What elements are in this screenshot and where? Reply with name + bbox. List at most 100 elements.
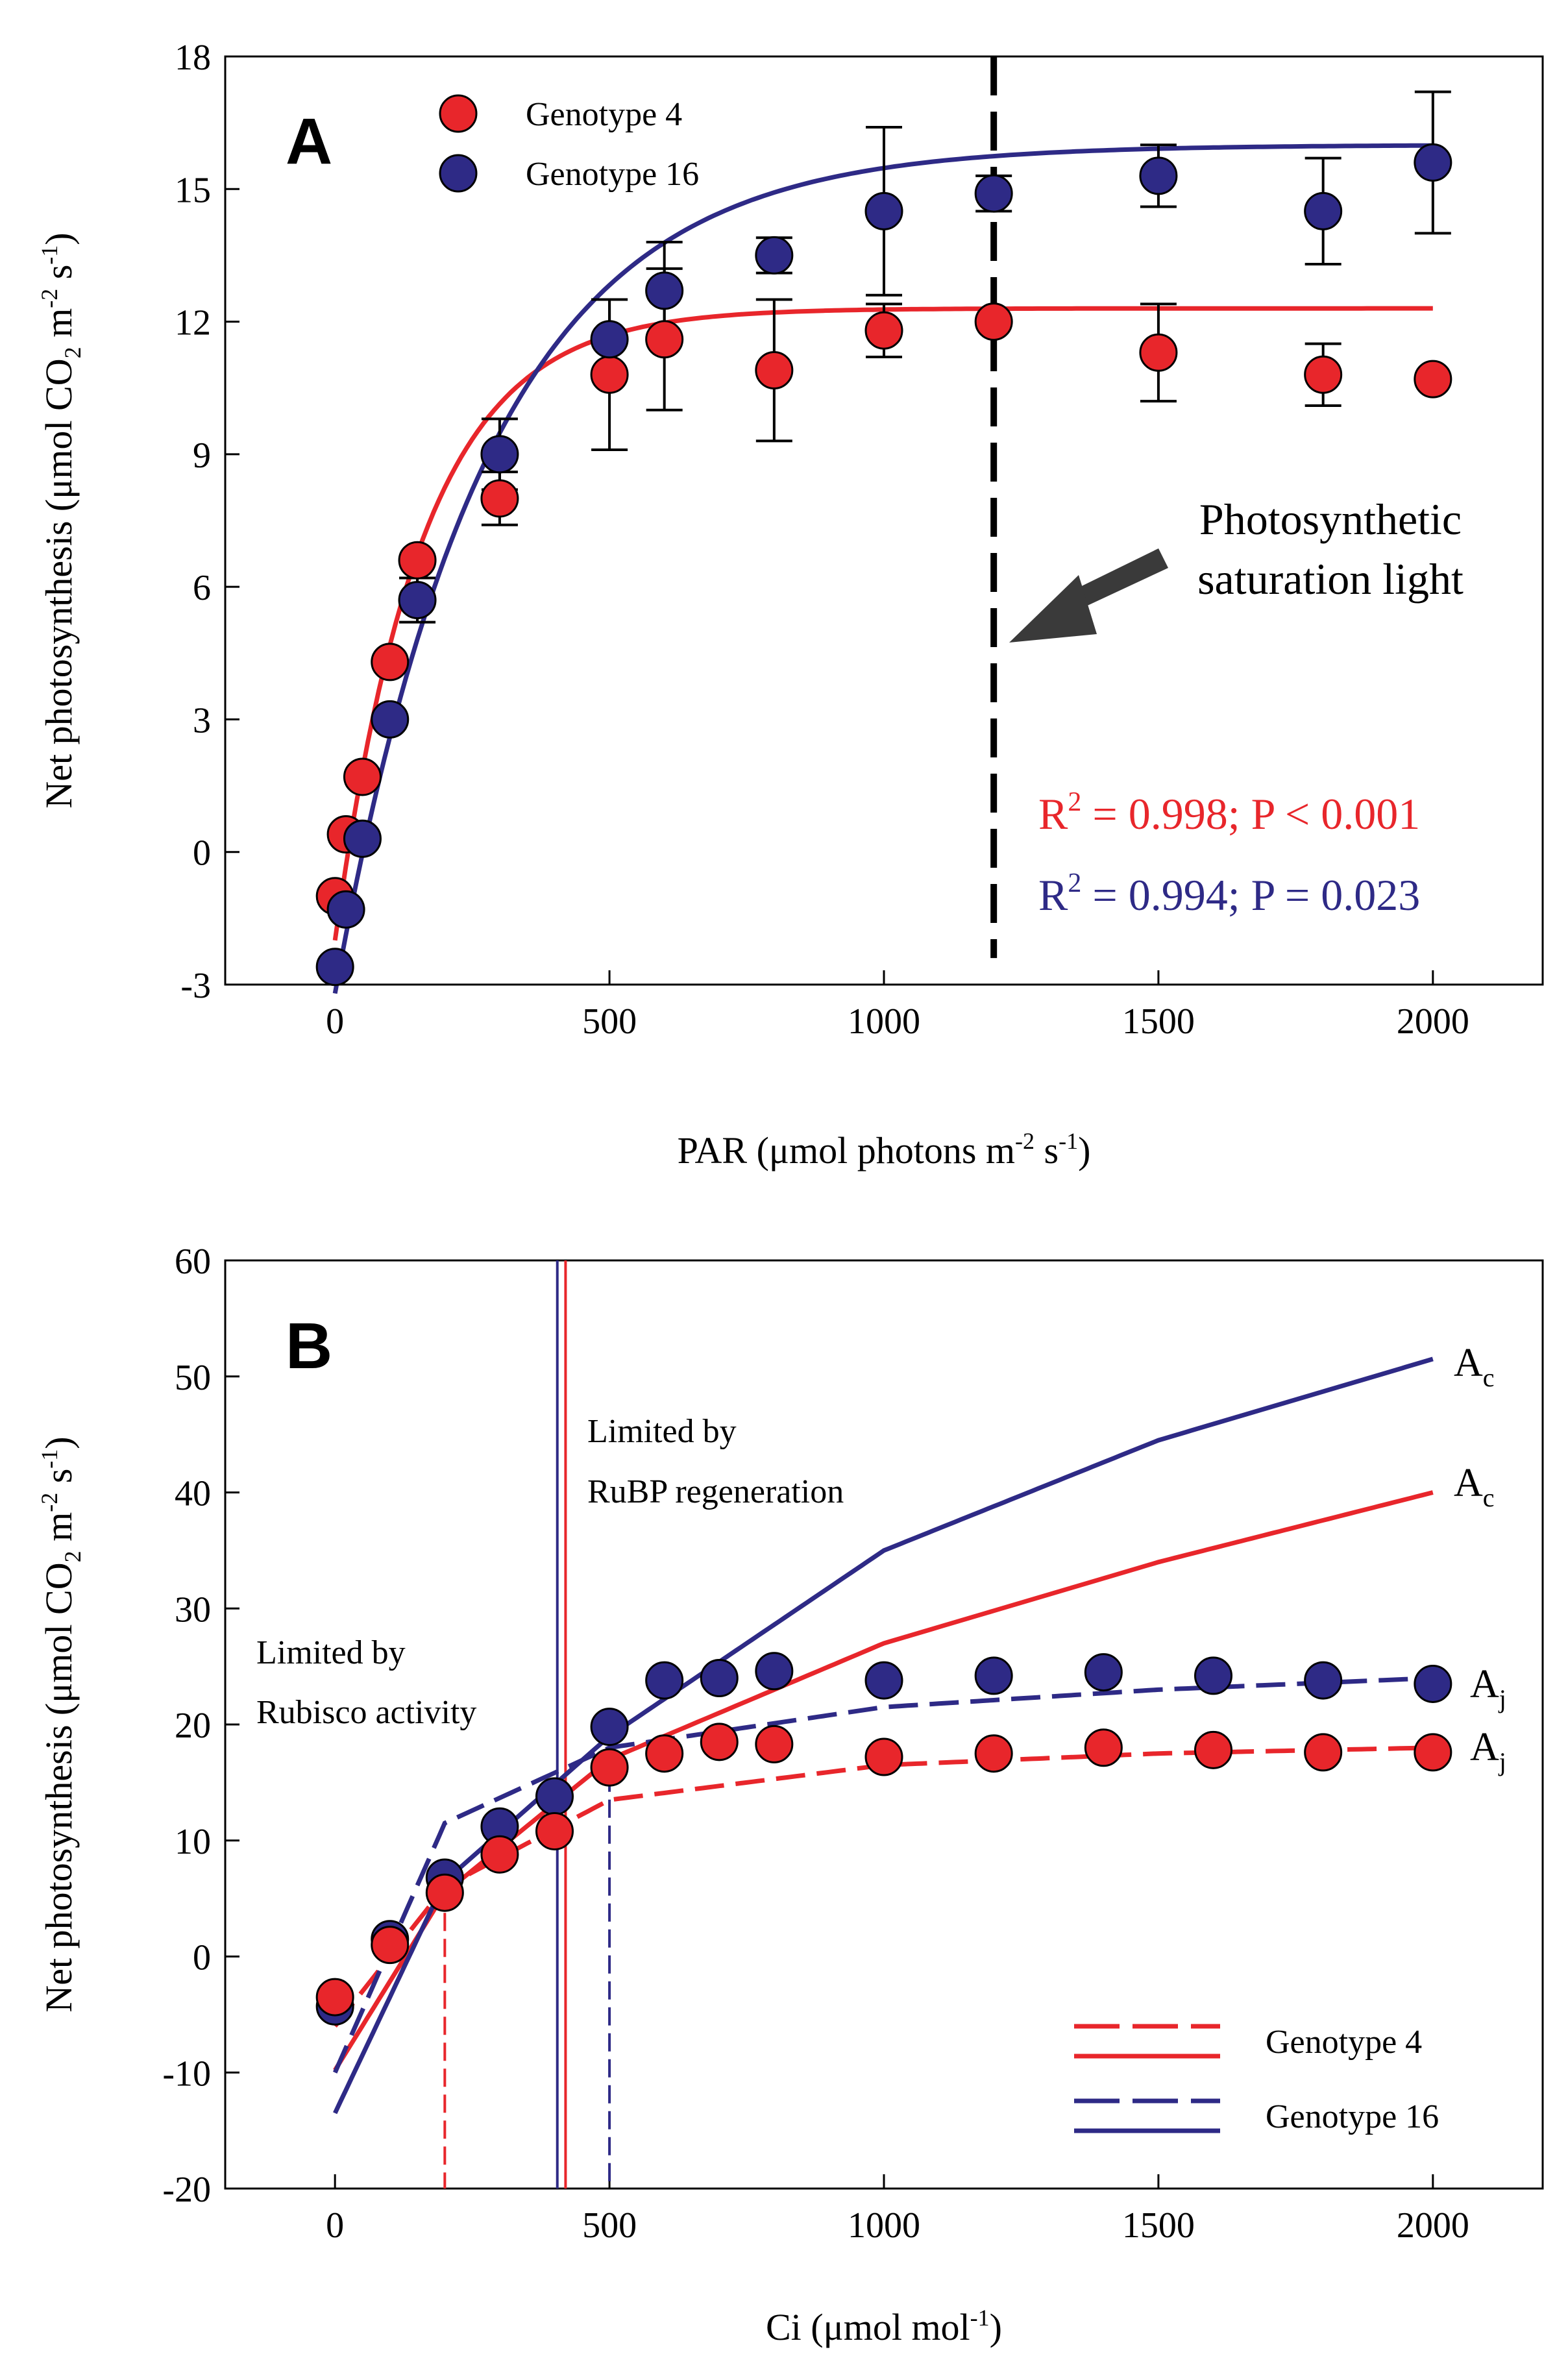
stats-genotype-4-pre: R — [1038, 789, 1068, 839]
point-genotype-16 — [864, 191, 903, 230]
point-genotype-4 — [974, 302, 1013, 341]
panel-b-ylabel-mid: m — [38, 1512, 80, 1551]
panel-b-ylabel-main: Net photosynthesis (μmol CO — [38, 1562, 80, 2012]
panel-a-x-axis-title: PAR (μmol photons m-2 s-1) — [678, 1128, 1091, 1172]
panel-a-x-axis: 0 500 1000 1500 2000 — [326, 970, 1469, 1042]
point-genotype-4 — [755, 350, 794, 389]
stats-genotype-4-post: = 0.998; P < 0.001 — [1081, 789, 1420, 839]
panel-a-xlabel-sup2: -1 — [1059, 1128, 1078, 1154]
panel-a-xlabel-end: ) — [1078, 1129, 1090, 1172]
point-genotype-16 — [755, 236, 794, 275]
point-genotype-4 — [1304, 1733, 1343, 1772]
fit-curve-genotype-4 — [332, 306, 1433, 941]
point-genotype-16 — [590, 320, 629, 359]
panel-a-y-axis: -3 0 3 6 9 12 15 18 — [175, 38, 239, 1006]
panel-a-x-tick-label: 0 — [326, 1001, 344, 1042]
point-genotype-4 — [535, 1811, 574, 1850]
panel-a-points — [315, 143, 1452, 987]
panel-b-ylabel-mid2: s — [38, 1469, 80, 1493]
panel-a-y-tick-label: 3 — [193, 700, 211, 741]
panel-b-y-tick-label: -10 — [162, 2054, 211, 2094]
panel-a-y-tick-label: 9 — [193, 436, 211, 476]
point-genotype-4 — [590, 355, 629, 394]
curve-label-aj-genotype-4: Aj — [1470, 1725, 1506, 1776]
panel-b: -20 -10 0 10 20 30 40 50 60 0 500 1000 1500 2000 B L… — [36, 1242, 1544, 2348]
point-genotype-16 — [1084, 1653, 1123, 1692]
point-genotype-4 — [864, 1737, 903, 1776]
point-genotype-4 — [974, 1734, 1013, 1773]
panel-a-y-tick-label: 18 — [175, 38, 211, 78]
point-genotype-16 — [1304, 191, 1343, 230]
point-genotype-16 — [590, 1708, 629, 1747]
point-genotype-4 — [1139, 333, 1178, 372]
curve-label-ac-g16-sub: c — [1483, 1363, 1495, 1392]
point-genotype-4 — [1414, 360, 1452, 399]
panel-a-ylabel-sub: 2 — [60, 347, 86, 358]
panel-b-limit-lines — [443, 1260, 611, 2189]
region-left-line-2: Rubisco activity — [256, 1694, 476, 1731]
curve-label-ac-genotype-4: Ac — [1454, 1461, 1495, 1512]
point-genotype-4 — [700, 1723, 739, 1761]
panel-b-y-axis-title: Net photosynthesis (μmol CO2 m-2 s-1) — [36, 1436, 86, 2012]
panel-a-ylabel-end: ) — [38, 232, 80, 245]
stats-genotype-16: R2 = 0.994; P = 0.023 — [1038, 868, 1420, 920]
panel-b-x-tick-label: 0 — [326, 2205, 344, 2246]
panel-b-x-tick-label: 1500 — [1122, 2205, 1195, 2246]
panel-a-x-tick-label: 1000 — [848, 1001, 920, 1042]
point-genotype-16 — [1414, 143, 1452, 182]
region-right-line-1: Limited by — [587, 1413, 737, 1450]
stats-genotype-16-pre: R — [1038, 870, 1068, 920]
panel-a-ylabel-main: Net photosynthesis (μmol CO — [38, 358, 80, 808]
panel-b-y-tick-label: 60 — [175, 1242, 211, 1282]
panel-b-y-tick-label: 0 — [193, 1938, 211, 1978]
panel-b-xlabel-sup: -1 — [970, 2305, 990, 2331]
legend-b-label-genotype-16: Genotype 16 — [1266, 2098, 1439, 2135]
point-genotype-4 — [371, 643, 410, 681]
panel-a-xlabel-sup: -2 — [1015, 1128, 1035, 1154]
point-genotype-16 — [1194, 1656, 1232, 1695]
aj-curve-genotype-16 — [332, 1676, 1433, 2074]
panel-b-xlabel-main: Ci (μmol mol — [766, 2306, 970, 2348]
point-genotype-4 — [343, 757, 382, 796]
point-genotype-4 — [755, 1724, 794, 1763]
point-genotype-4 — [645, 320, 684, 359]
panel-b-y-tick-label: 40 — [175, 1474, 211, 1514]
panel-a-y-tick-label: 0 — [193, 833, 211, 874]
point-genotype-16 — [326, 890, 365, 929]
curve-label-aj-genotype-16: Aj — [1470, 1662, 1506, 1713]
panel-a-ylabel-sup: -2 — [36, 289, 62, 308]
point-genotype-16 — [864, 1661, 903, 1700]
panel-a-x-tick-label: 500 — [582, 1001, 637, 1042]
point-genotype-16 — [535, 1777, 574, 1816]
panel-b-x-tick-label: 2000 — [1397, 2205, 1469, 2246]
curve-label-ac-genotype-16: Ac — [1454, 1341, 1495, 1392]
stats-genotype-16-post: = 0.994; P = 0.023 — [1081, 870, 1420, 920]
point-genotype-16 — [755, 1652, 794, 1691]
curve-label-aj-g4-base: A — [1470, 1725, 1499, 1769]
panel-a-y-tick-label: 15 — [175, 170, 211, 210]
annotation-line-2: saturation light — [1197, 554, 1464, 604]
panel-a-label: A — [286, 105, 332, 178]
point-genotype-4 — [1414, 1733, 1452, 1772]
curve-label-ac-g4-sub: c — [1483, 1483, 1495, 1512]
panel-a-y-tick-label: 12 — [175, 303, 211, 343]
stats-genotype-16-sup: 2 — [1068, 868, 1081, 898]
panel-a-y-tick-label: -3 — [180, 966, 211, 1006]
curve-label-aj-g4-sub: j — [1498, 1747, 1506, 1776]
region-left-line-1: Limited by — [256, 1634, 406, 1671]
panel-b-ylabel-sup: -2 — [36, 1493, 62, 1512]
panel-a-x-tick-label: 1500 — [1122, 1001, 1195, 1042]
panel-b-x-tick-label: 1000 — [848, 2205, 920, 2246]
panel-b-y-tick-label: 50 — [175, 1358, 211, 1398]
point-genotype-16 — [315, 948, 354, 987]
point-genotype-16 — [1414, 1664, 1452, 1703]
panel-b-y-tick-label: 30 — [175, 1589, 211, 1630]
panel-b-x-tick-label: 500 — [582, 2205, 637, 2246]
panel-b-y-tick-label: 20 — [175, 1706, 211, 1746]
point-genotype-4 — [864, 311, 903, 350]
annotation-line-1: Photosynthetic — [1199, 495, 1462, 544]
point-genotype-4 — [1194, 1730, 1232, 1769]
panel-a-xlabel-mid: s — [1035, 1129, 1059, 1172]
stats-genotype-4: R2 = 0.998; P < 0.001 — [1038, 787, 1420, 839]
